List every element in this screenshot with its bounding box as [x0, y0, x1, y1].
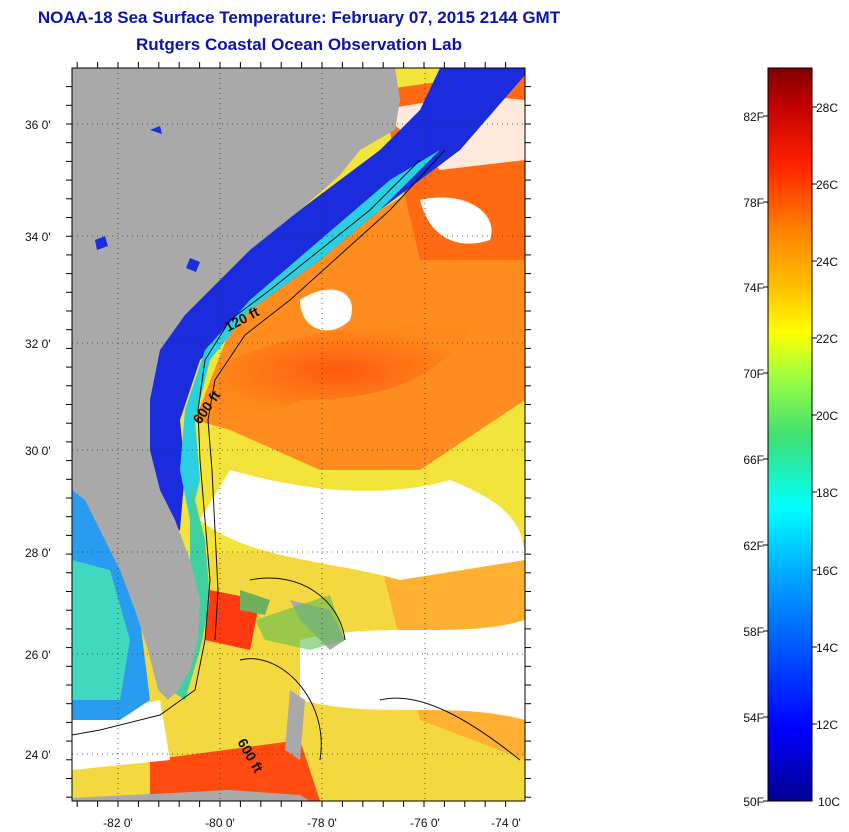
map-ticks	[66, 62, 531, 807]
colorbar-f-label: 62F	[743, 539, 764, 553]
lat-label: 36 0'	[25, 118, 51, 132]
lat-label: 24 0'	[25, 748, 51, 762]
colorbar-c-label: 28C	[816, 101, 838, 115]
map-panel: 120 ft 600 ft 600 ft	[72, 68, 525, 801]
lat-label: 26 0'	[25, 648, 51, 662]
colorbar-f-label: 54F	[743, 711, 764, 725]
colorbar-c-label: 16C	[816, 564, 838, 578]
colorbar-f-label: 70F	[743, 367, 764, 381]
land-mass-us	[72, 68, 400, 700]
colorbar-f-label: 82F	[743, 110, 764, 124]
colorbar-f-label: 66F	[743, 453, 764, 467]
lat-label: 30 0'	[25, 444, 51, 458]
colorbar-c-label: 14C	[816, 641, 838, 655]
colorbar-c-label: 22C	[816, 332, 838, 346]
map-subtitle: Rutgers Coastal Ocean Observation Lab	[136, 35, 462, 54]
latitude-labels: 36 0' 34 0' 32 0' 30 0' 28 0' 26 0' 24 0…	[25, 118, 51, 762]
lon-label: -82 0'	[103, 816, 133, 830]
map-title: NOAA-18 Sea Surface Temperature: Februar…	[37, 8, 561, 27]
colorbar-ticks	[763, 106, 817, 802]
colorbar-c-label: 20C	[816, 409, 838, 423]
colorbar-fahrenheit-labels: 82F 78F 74F 70F 66F 62F 58F 54F 50F	[743, 110, 764, 809]
graticule	[72, 68, 525, 801]
colorbar-c-label: 24C	[816, 255, 838, 269]
colorbar-celsius-labels: 28C 26C 24C 22C 20C 18C 16C 14C 12C 10C	[816, 101, 840, 809]
lon-label: -80 0'	[205, 816, 235, 830]
colorbar	[767, 67, 813, 802]
lon-label: -78 0'	[307, 816, 337, 830]
lon-label: -76 0'	[410, 816, 440, 830]
lat-label: 28 0'	[25, 546, 51, 560]
colorbar-c-label: 10C	[818, 795, 840, 809]
colorbar-f-label: 58F	[743, 625, 764, 639]
map-frame	[71, 67, 526, 802]
longitude-labels: -82 0' -80 0' -78 0' -76 0' -74 0'	[103, 816, 521, 830]
colorbar-c-label: 26C	[816, 178, 838, 192]
lon-label: -74 0'	[491, 816, 521, 830]
colorbar-f-label: 50F	[743, 795, 764, 809]
colorbar-c-label: 18C	[816, 486, 838, 500]
colorbar-c-label: 12C	[816, 718, 838, 732]
colorbar-f-label: 78F	[743, 196, 764, 210]
lat-label: 32 0'	[25, 337, 51, 351]
lat-label: 34 0'	[25, 230, 51, 244]
colorbar-f-label: 74F	[743, 281, 764, 295]
